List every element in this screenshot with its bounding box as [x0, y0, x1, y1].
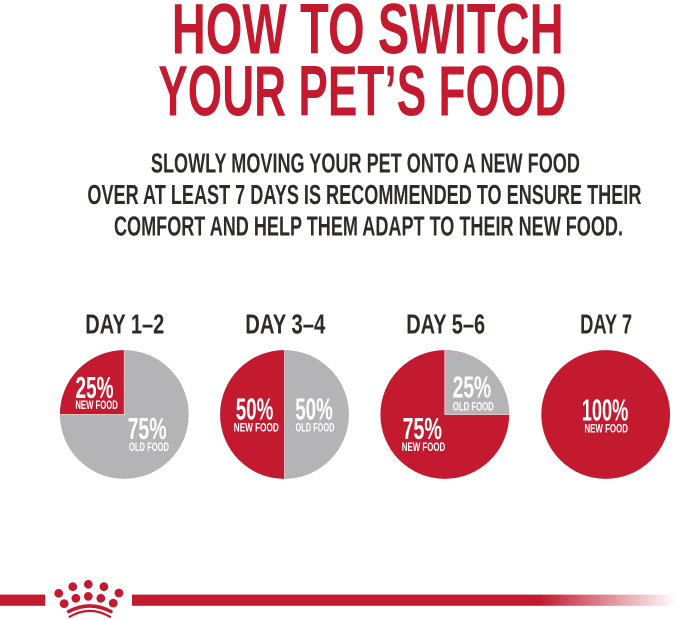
svg-text:YOUR PET’S FOOD: YOUR PET’S FOOD — [158, 52, 566, 131]
svg-text:25%: 25% — [453, 370, 492, 405]
svg-text:50%: 50% — [295, 391, 333, 426]
svg-text:DAY 7: DAY 7 — [580, 308, 632, 339]
svg-text:NEW FOOD: NEW FOOD — [234, 421, 279, 435]
svg-text:DAY 5–6: DAY 5–6 — [406, 308, 485, 339]
svg-text:HOW TO SWITCH: HOW TO SWITCH — [172, 0, 564, 70]
svg-text:DAY 3–4: DAY 3–4 — [245, 308, 325, 339]
svg-text:25%: 25% — [76, 370, 114, 405]
svg-text:75%: 75% — [402, 411, 442, 446]
svg-text:NEW FOOD: NEW FOOD — [584, 421, 628, 435]
svg-text:50%: 50% — [236, 391, 274, 426]
svg-text:NEW FOOD: NEW FOOD — [75, 398, 118, 412]
svg-text:75%: 75% — [128, 411, 167, 446]
svg-text:OLD FOOD: OLD FOOD — [453, 399, 494, 413]
svg-text:NEW FOOD: NEW FOOD — [402, 440, 446, 454]
svg-text:OLD FOOD: OLD FOOD — [129, 440, 169, 454]
svg-text:SLOWLY MOVING YOUR PET ONTO A: SLOWLY MOVING YOUR PET ONTO A NEW FOOD — [151, 147, 580, 178]
svg-text:OLD FOOD: OLD FOOD — [296, 421, 335, 435]
svg-text:COMFORT AND HELP THEM ADAPT TO: COMFORT AND HELP THEM ADAPT TO THEIR NEW… — [114, 210, 623, 241]
svg-text:100%: 100% — [582, 393, 629, 428]
svg-text:OVER AT LEAST 7 DAYS IS RECOMM: OVER AT LEAST 7 DAYS IS RECOMMENDED TO E… — [87, 179, 641, 210]
svg-text:DAY 1–2: DAY 1–2 — [85, 308, 164, 339]
